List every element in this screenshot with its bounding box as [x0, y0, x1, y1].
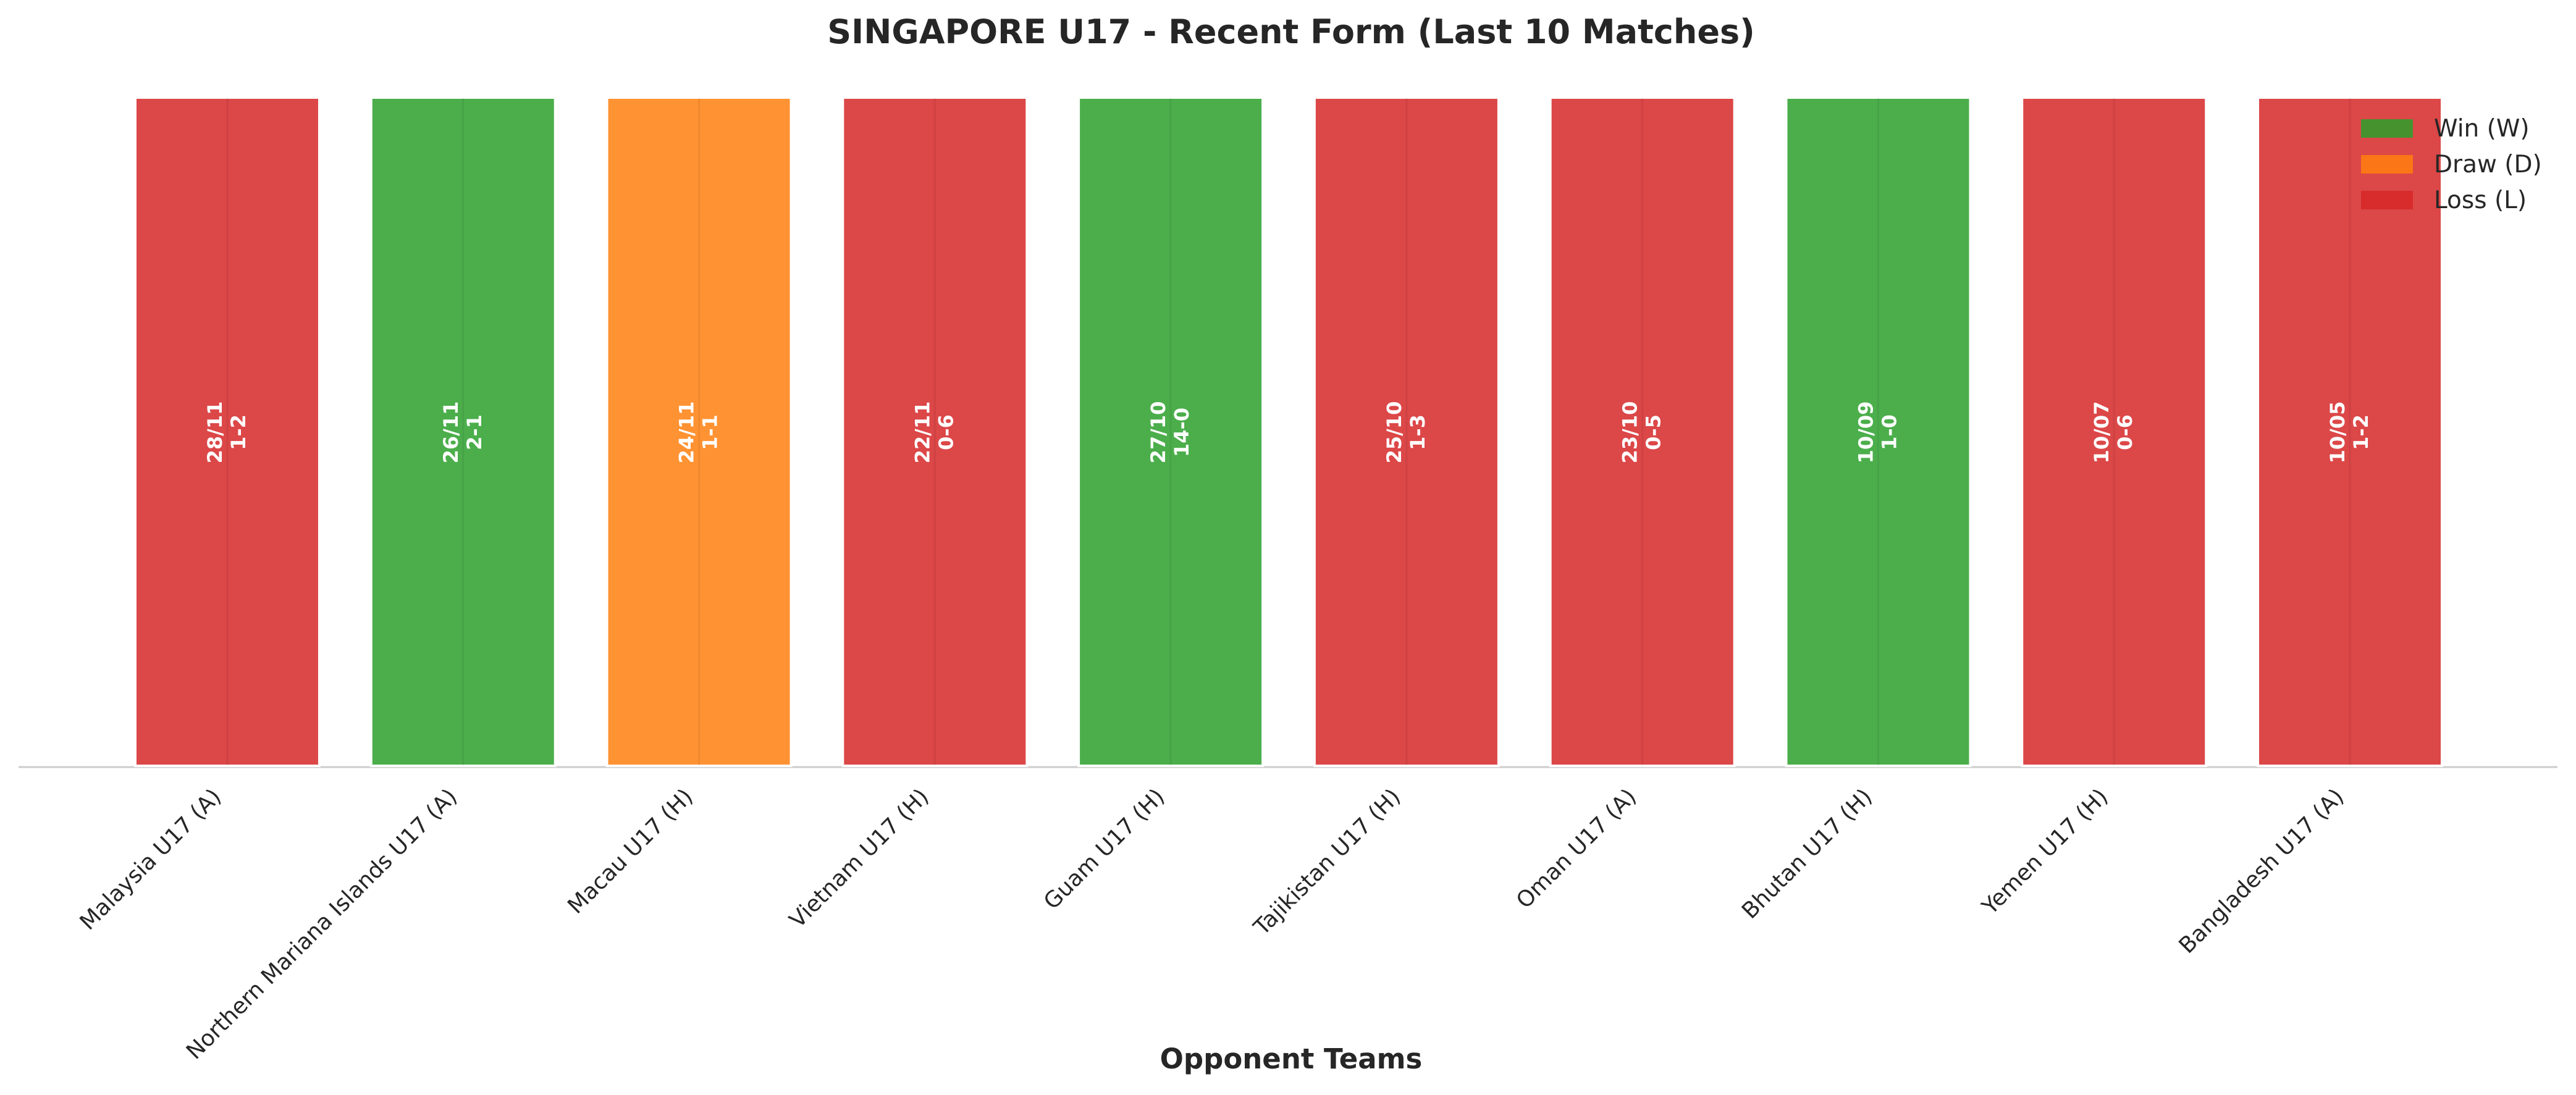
bar-score-label: 1-0: [1877, 414, 1901, 450]
bars-layer: [134, 96, 2443, 767]
bar-label: 23/10 0-5: [1618, 401, 1665, 464]
bar: [1313, 96, 1500, 767]
x-tick-label: Yemen U17 (H): [1977, 784, 2113, 920]
legend-swatch: [2361, 191, 2413, 209]
bar-date-label: 23/10: [1618, 401, 1642, 464]
bar-score-label: 1-3: [1406, 414, 1429, 450]
bar-label: 28/11 1-2: [203, 401, 250, 464]
bar-label: 24/11 1-1: [675, 401, 722, 464]
x-tick-label: Northern Mariana Islands U17 (A): [182, 784, 462, 1064]
bar-date-label: 24/11: [675, 401, 699, 464]
bar: [1077, 96, 1265, 767]
bar-labels-layer: 28/11 1-2 26/11 2-1 24/11 1-1 22/11 0-6 27/10 14-…: [203, 401, 2373, 464]
bar-date-label: 10/09: [1854, 401, 1877, 464]
legend-label: Draw (D): [2434, 151, 2542, 178]
legend-label: Loss (L): [2434, 187, 2527, 214]
bar-score-label: 0-5: [1642, 414, 1665, 450]
bar-score-label: 1-1: [699, 414, 722, 450]
bar-label: 25/10 1-3: [1383, 401, 1429, 464]
bar-label: 10/05 1-2: [2326, 401, 2373, 464]
legend: Win (W) Draw (D) Loss (L): [2361, 115, 2542, 214]
legend-swatch: [2361, 119, 2413, 138]
bar: [605, 96, 793, 767]
x-tick-label: Oman U17 (A): [1512, 784, 1641, 913]
bar-label: 26/11 2-1: [439, 401, 486, 464]
bar-score-label: 1-2: [2349, 414, 2373, 450]
bar: [841, 96, 1029, 767]
bar-date-label: 27/10: [1147, 401, 1170, 464]
x-axis-title: Opponent Teams: [1160, 1043, 1423, 1075]
x-tick-labels: Malaysia U17 (A)Northern Mariana Islands…: [75, 784, 2349, 1064]
bar-date-label: 10/07: [2090, 401, 2113, 464]
bar-score-label: 0-6: [934, 414, 958, 450]
bar-score-label: 1-2: [227, 414, 250, 450]
bar-date-label: 26/11: [439, 401, 463, 464]
x-tick-label: Malaysia U17 (A): [75, 784, 227, 935]
legend-label: Win (W): [2434, 115, 2530, 143]
bar: [1785, 96, 1972, 767]
bar-label: 22/11 0-6: [911, 401, 958, 464]
bar-date-label: 22/11: [911, 401, 934, 464]
x-tick-label: Macau U17 (H): [563, 784, 697, 918]
x-tick-label: Tajikistan U17 (H): [1248, 784, 1405, 941]
bar-score-label: 0-6: [2113, 414, 2137, 450]
bar-label: 27/10 14-0: [1147, 401, 1193, 464]
chart-title: SINGAPORE U17 - Recent Form (Last 10 Mat…: [827, 12, 1755, 51]
bar-date-label: 28/11: [203, 401, 227, 464]
bar-score-label: 2-1: [463, 414, 486, 450]
bar-score-label: 14-0: [1170, 408, 1193, 457]
bar: [134, 96, 321, 767]
bar-label: 10/09 1-0: [1854, 401, 1901, 464]
bar-date-label: 10/05: [2326, 401, 2349, 464]
x-tick-label: Vietnam U17 (H): [785, 784, 933, 933]
bar: [1549, 96, 1736, 767]
bar: [369, 96, 557, 767]
x-tick-label: Bhutan U17 (H): [1737, 784, 1877, 924]
bar-label: 10/07 0-6: [2090, 401, 2137, 464]
x-tick-label: Guam U17 (H): [1039, 784, 1169, 914]
x-tick-label: Bangladesh U17 (A): [2174, 784, 2349, 959]
legend-swatch: [2361, 155, 2413, 174]
bar-date-label: 25/10: [1383, 401, 1406, 464]
bar: [2021, 96, 2208, 767]
